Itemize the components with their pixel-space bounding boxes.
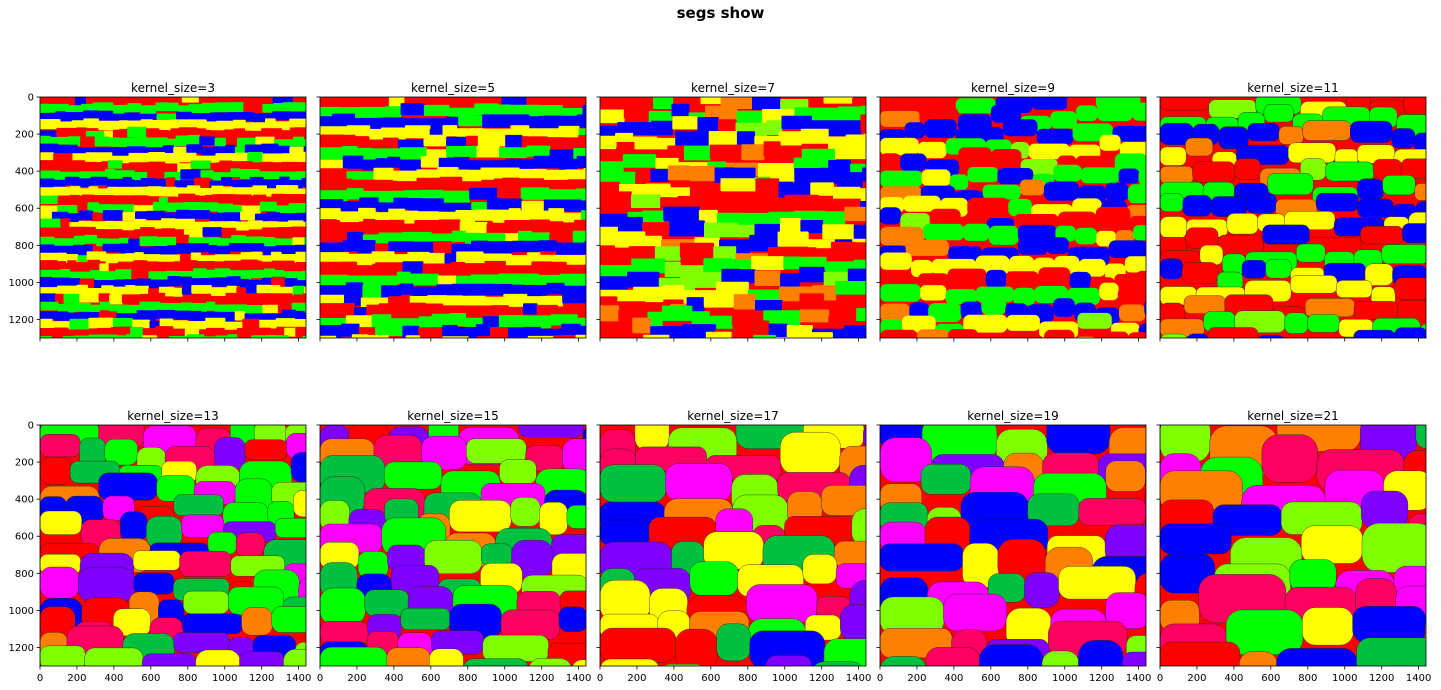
segmentation-image	[1160, 425, 1426, 666]
x-tick-label: 1200	[249, 673, 274, 684]
x-tick-label: 800	[458, 673, 477, 684]
x-tick-label: 600	[981, 673, 1000, 684]
segmentation-image	[40, 425, 306, 666]
axes-frame	[319, 424, 587, 667]
panel-5: kernel_size=5	[316, 81, 587, 342]
y-tick-label: 200	[15, 458, 34, 469]
y-tick-label: 1000	[9, 278, 34, 289]
segmentation-image	[880, 97, 1146, 338]
axes-frame	[1159, 96, 1427, 339]
axes-frame	[599, 424, 867, 667]
panel-21: kernel_size=21 0 200 400 600 800 1000 1200 1400	[1156, 409, 1431, 684]
y-tick-label: 400	[15, 167, 34, 178]
x-tick-label: 0	[317, 673, 323, 684]
y-tick-label: 400	[15, 495, 34, 506]
axes-frame	[599, 96, 867, 339]
x-tick-label: 1000	[772, 673, 797, 684]
axes-frame	[39, 96, 307, 339]
x-tick-label: 400	[664, 673, 683, 684]
y-tick-label: 0	[28, 421, 34, 432]
panel-3: kernel_size=3 0 200 400 600 800 1000 1200	[9, 81, 307, 342]
y-tick-label: 800	[15, 241, 34, 252]
panel-title: kernel_size=21	[1247, 409, 1339, 423]
x-tick-label: 200	[1187, 673, 1206, 684]
panel-7: kernel_size=7	[596, 81, 867, 342]
axes-frame	[39, 424, 307, 667]
panel-title: kernel_size=15	[407, 409, 499, 423]
x-tick-label: 0	[597, 673, 603, 684]
segmentation-image	[320, 97, 586, 338]
panel-title: kernel_size=3	[131, 81, 215, 95]
segmentation-image	[1160, 97, 1426, 338]
x-tick-label: 1000	[212, 673, 237, 684]
panel-17: kernel_size=17 0 200 400 600 800 1000 1200 1400	[596, 409, 871, 684]
y-tick-label: 1000	[9, 606, 34, 617]
x-tick-label: 600	[1261, 673, 1280, 684]
x-tick-label: 200	[67, 673, 86, 684]
figure-title: segs show	[676, 4, 765, 22]
x-tick-label: 600	[141, 673, 160, 684]
x-tick-label: 1200	[809, 673, 834, 684]
panel-15: kernel_size=15 0 200 400 600 800 1000 1200 1400	[316, 409, 591, 684]
x-tick-label: 800	[1018, 673, 1037, 684]
x-tick-label: 1200	[1089, 673, 1114, 684]
x-tick-label: 1000	[1052, 673, 1077, 684]
panel-19: kernel_size=19 0 200 400 600 800 1000 1200 1400	[876, 409, 1151, 684]
axes-frame	[1159, 424, 1427, 667]
y-tick-label: 600	[15, 204, 34, 215]
x-tick-label: 1400	[1406, 673, 1431, 684]
x-tick-label: 1400	[566, 673, 591, 684]
x-tick-label: 600	[701, 673, 720, 684]
axes-frame	[879, 424, 1147, 667]
x-tick-label: 600	[421, 673, 440, 684]
x-tick-label: 400	[944, 673, 963, 684]
x-tick-label: 0	[877, 673, 883, 684]
x-tick-label: 800	[178, 673, 197, 684]
segmentation-image	[320, 425, 586, 666]
y-tick-label: 1200	[9, 315, 34, 326]
x-tick-label: 800	[738, 673, 757, 684]
panel-title: kernel_size=11	[1247, 81, 1339, 95]
x-tick-label: 1200	[529, 673, 554, 684]
segmentation-image	[880, 425, 1146, 666]
segmentation-image	[40, 97, 306, 338]
y-tick-label: 200	[15, 130, 34, 141]
x-tick-label: 400	[384, 673, 403, 684]
panel-title: kernel_size=7	[691, 81, 775, 95]
x-tick-label: 0	[1157, 673, 1163, 684]
y-tick-label: 1200	[9, 643, 34, 654]
x-tick-label: 200	[627, 673, 646, 684]
x-tick-label: 400	[104, 673, 123, 684]
panel-title: kernel_size=19	[967, 409, 1059, 423]
segmentation-image	[600, 425, 866, 666]
segmentation-image	[600, 97, 866, 338]
x-tick-label: 200	[347, 673, 366, 684]
x-tick-label: 1400	[1126, 673, 1151, 684]
x-tick-label: 1400	[846, 673, 871, 684]
axes-frame	[879, 96, 1147, 339]
y-tick-label: 800	[15, 569, 34, 580]
x-tick-label: 200	[907, 673, 926, 684]
panel-9: kernel_size=9	[876, 81, 1147, 342]
panel-title: kernel_size=5	[411, 81, 495, 95]
x-tick-label: 1000	[492, 673, 517, 684]
y-tick-label: 600	[15, 532, 34, 543]
x-tick-label: 800	[1298, 673, 1317, 684]
axes-frame	[319, 96, 587, 339]
panel-11: kernel_size=11	[1156, 81, 1427, 342]
panel-title: kernel_size=9	[971, 81, 1055, 95]
y-tick-label: 0	[28, 93, 34, 104]
panel-title: kernel_size=13	[127, 409, 219, 423]
x-tick-label: 400	[1224, 673, 1243, 684]
panel-13: kernel_size=13 0 200 400 600 800 1000 1200 0 200 4…	[9, 409, 312, 684]
x-tick-label: 0	[37, 673, 43, 684]
panel-title: kernel_size=17	[687, 409, 779, 423]
x-tick-label: 1200	[1369, 673, 1394, 684]
x-tick-label: 1000	[1332, 673, 1357, 684]
x-tick-label: 1400	[286, 673, 311, 684]
